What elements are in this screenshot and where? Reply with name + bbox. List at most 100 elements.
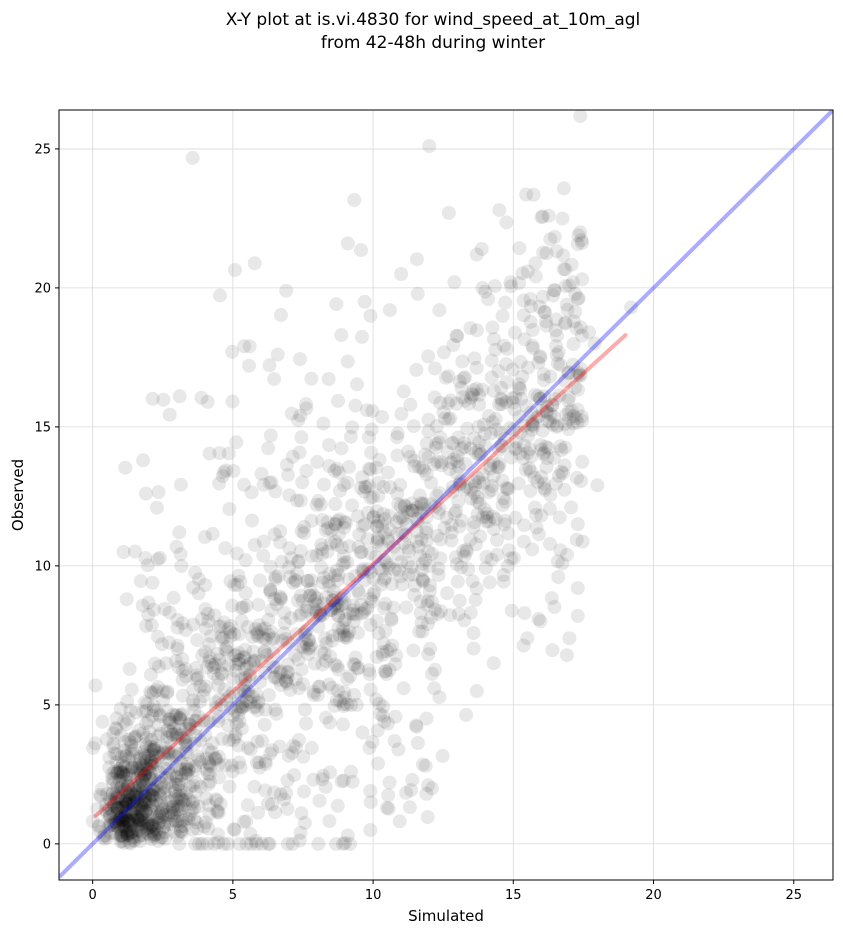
data-point — [267, 372, 282, 387]
data-point — [395, 577, 410, 592]
data-point — [132, 778, 147, 793]
data-point — [344, 697, 359, 712]
data-point — [375, 647, 390, 662]
data-point — [134, 793, 149, 808]
data-point — [238, 698, 253, 712]
data-point — [556, 466, 570, 481]
data-point — [262, 688, 276, 703]
data-point — [404, 560, 419, 575]
data-point — [314, 537, 329, 552]
data-point — [456, 544, 471, 558]
data-point — [301, 633, 316, 648]
data-point — [289, 740, 303, 755]
data-point — [293, 544, 308, 559]
data-point — [400, 505, 415, 519]
data-point — [156, 801, 171, 816]
data-point — [422, 584, 437, 599]
data-point — [317, 646, 332, 661]
data-point — [562, 278, 577, 293]
data-point — [114, 822, 129, 837]
data-point — [104, 794, 119, 809]
data-point — [232, 656, 247, 671]
data-point — [98, 803, 113, 817]
data-point — [165, 799, 180, 814]
data-point — [122, 815, 137, 830]
data-point — [179, 722, 193, 736]
data-point — [327, 463, 342, 478]
data-point — [291, 554, 306, 569]
data-point — [335, 621, 350, 636]
data-point — [556, 262, 571, 277]
data-point — [549, 348, 564, 363]
data-point — [538, 439, 553, 454]
data-point — [119, 806, 133, 821]
data-point — [145, 782, 160, 797]
data-point — [439, 510, 454, 525]
data-point — [190, 821, 205, 836]
data-point — [174, 792, 189, 806]
data-point — [547, 229, 562, 244]
data-point — [363, 784, 378, 798]
data-point — [218, 463, 233, 478]
data-point — [587, 336, 602, 351]
data-point — [277, 605, 292, 620]
data-point — [125, 787, 140, 802]
data-point — [103, 818, 118, 833]
data-point — [119, 804, 134, 819]
data-point — [159, 656, 174, 671]
data-point — [134, 798, 148, 813]
data-point — [117, 820, 132, 834]
data-point — [342, 624, 357, 639]
data-point — [193, 733, 208, 748]
data-point — [119, 814, 134, 828]
data-point — [396, 681, 411, 696]
data-point — [273, 589, 288, 604]
data-point — [315, 547, 330, 561]
data-point — [412, 488, 427, 503]
data-point — [441, 369, 456, 384]
y-tick-label: 15 — [34, 420, 51, 435]
data-point — [114, 786, 129, 801]
data-point — [139, 815, 154, 830]
data-point — [348, 398, 363, 413]
data-point — [421, 778, 436, 793]
data-point — [233, 653, 248, 667]
data-point — [535, 209, 550, 224]
x-tick-label: 15 — [505, 888, 522, 903]
data-point — [454, 513, 469, 528]
data-point — [246, 655, 261, 670]
data-point — [117, 814, 132, 829]
data-point — [263, 583, 278, 598]
data-point — [372, 696, 387, 711]
data-point — [331, 393, 345, 408]
data-point — [189, 660, 204, 675]
data-point — [320, 521, 335, 536]
data-point — [284, 551, 299, 566]
data-point — [167, 824, 182, 839]
data-point — [135, 805, 150, 820]
data-point — [207, 660, 221, 675]
data-point — [540, 413, 555, 428]
data-point — [574, 233, 589, 248]
data-point — [135, 758, 150, 773]
data-point — [336, 588, 351, 603]
data-point — [325, 593, 340, 608]
data-point — [537, 481, 552, 496]
data-point — [549, 419, 564, 434]
data-point — [146, 699, 161, 714]
data-point — [329, 461, 344, 476]
data-point — [532, 350, 547, 365]
data-point — [145, 798, 160, 813]
data-point — [224, 758, 239, 773]
data-point — [562, 390, 576, 405]
data-point — [118, 820, 133, 835]
data-point — [309, 497, 324, 512]
data-point — [139, 730, 154, 745]
data-point — [506, 422, 521, 437]
data-point — [337, 690, 352, 705]
data-point — [112, 791, 127, 806]
data-point — [114, 828, 129, 843]
data-point — [452, 477, 467, 492]
data-point — [163, 724, 178, 739]
